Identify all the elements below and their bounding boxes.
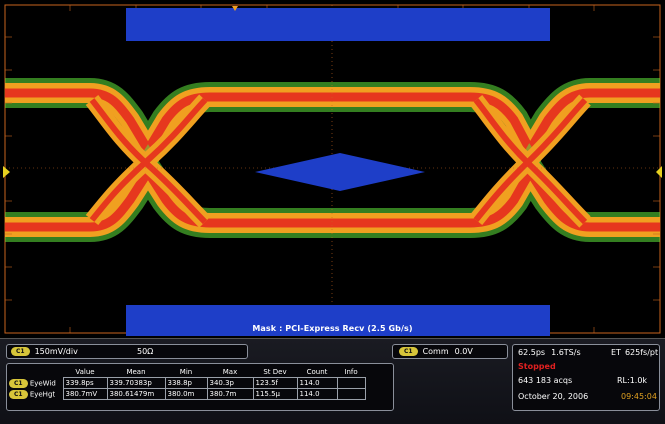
record-length: RL:1.0k: [617, 376, 648, 385]
header-value: Value: [75, 368, 95, 376]
header-mean: Mean: [126, 368, 146, 376]
cell-min: 338.8p: [164, 377, 208, 389]
mask-region-bottom: [126, 305, 550, 336]
trigger-position-marker-icon[interactable]: [232, 6, 238, 11]
mask-label: Mask : PCI-Express Recv (2.5 Gb/s): [252, 324, 413, 333]
comm-badge: C1: [399, 347, 418, 356]
cell-count: 114.0: [296, 377, 338, 389]
measurement-name: EyeHgt: [29, 390, 56, 398]
run-state: Stopped: [518, 362, 556, 371]
table-row[interactable]: C1 EyeHgt 380.7mV 380.61479m 380.0m 380.…: [9, 388, 366, 400]
clock-time: 09:45:04: [621, 392, 657, 401]
table-row[interactable]: C1 EyeWid 339.8ps 339.70383p 338.8p 340.…: [9, 377, 366, 389]
cell-min: 380.0m: [164, 388, 208, 400]
cell-max: 340.3p: [206, 377, 254, 389]
header-max: Max: [222, 368, 238, 376]
acquisition-status[interactable]: 62.5ps 1.6TS/s ET 625fs/pt Stopped 643 1…: [512, 344, 660, 411]
mask-region-top: [126, 8, 550, 41]
measurement-badge: C1: [9, 378, 28, 388]
mask-region-center: [255, 153, 425, 191]
header-count: Count: [306, 368, 328, 376]
channel-impedance: 50Ω: [137, 347, 154, 356]
measurement-label: C1 EyeHgt: [9, 389, 63, 400]
measurement-label: C1 EyeWid: [9, 378, 63, 389]
header-min: Min: [179, 368, 193, 376]
cell-mean: 380.61479m: [106, 388, 166, 400]
status-panel: C1 150mV/div 50Ω C1 Comm 0.0V Value Mean: [0, 338, 665, 424]
cell-mean: 339.70383p: [106, 377, 166, 389]
cell-value: 380.7mV: [62, 388, 108, 400]
cell-value: 339.8ps: [62, 377, 108, 389]
measurements-panel[interactable]: Value Mean Min Max St Dev Count Info C1 …: [6, 363, 394, 411]
channel-badge: C1: [11, 347, 30, 356]
date: October 20, 2006: [518, 392, 589, 401]
eye-diagram-graticule: [3, 4, 662, 336]
channel-level-marker-icon[interactable]: [3, 166, 10, 178]
comm-value: 0.0V: [454, 347, 473, 356]
channel-scale: 150mV/div: [34, 347, 78, 356]
measurement-name: EyeWid: [29, 379, 56, 387]
cell-count: 114.0: [296, 388, 338, 400]
measurement-badge: C1: [9, 389, 28, 399]
cell-info: [336, 377, 366, 389]
et-label: ET: [611, 348, 621, 357]
sample-rate: 1.6TS/s: [551, 348, 581, 357]
cell-stdev: 123.5f: [252, 377, 298, 389]
comm-label: Comm: [422, 347, 449, 356]
cell-stdev: 115.5µ: [252, 388, 298, 400]
comm-readout[interactable]: C1 Comm 0.0V: [392, 344, 508, 359]
acquisition-count: 643 183 acqs: [518, 376, 573, 385]
trigger-level-marker-icon[interactable]: [656, 166, 662, 178]
eye-diagram-display[interactable]: Mask : PCI-Express Recv (2.5 Gb/s): [0, 0, 665, 338]
header-stdev: St Dev: [263, 368, 287, 376]
header-info: Info: [344, 368, 358, 376]
cell-max: 380.7m: [206, 388, 254, 400]
channel-readout[interactable]: C1 150mV/div 50Ω: [6, 344, 248, 359]
et-value: 625fs/pt: [624, 348, 659, 357]
timebase: 62.5ps: [518, 348, 546, 357]
measurements-table: Value Mean Min Max St Dev Count Info C1 …: [9, 367, 366, 400]
measurements-header-row: Value Mean Min Max St Dev Count Info: [9, 367, 365, 378]
cell-info: [336, 388, 366, 400]
eye-trace: [5, 78, 660, 242]
